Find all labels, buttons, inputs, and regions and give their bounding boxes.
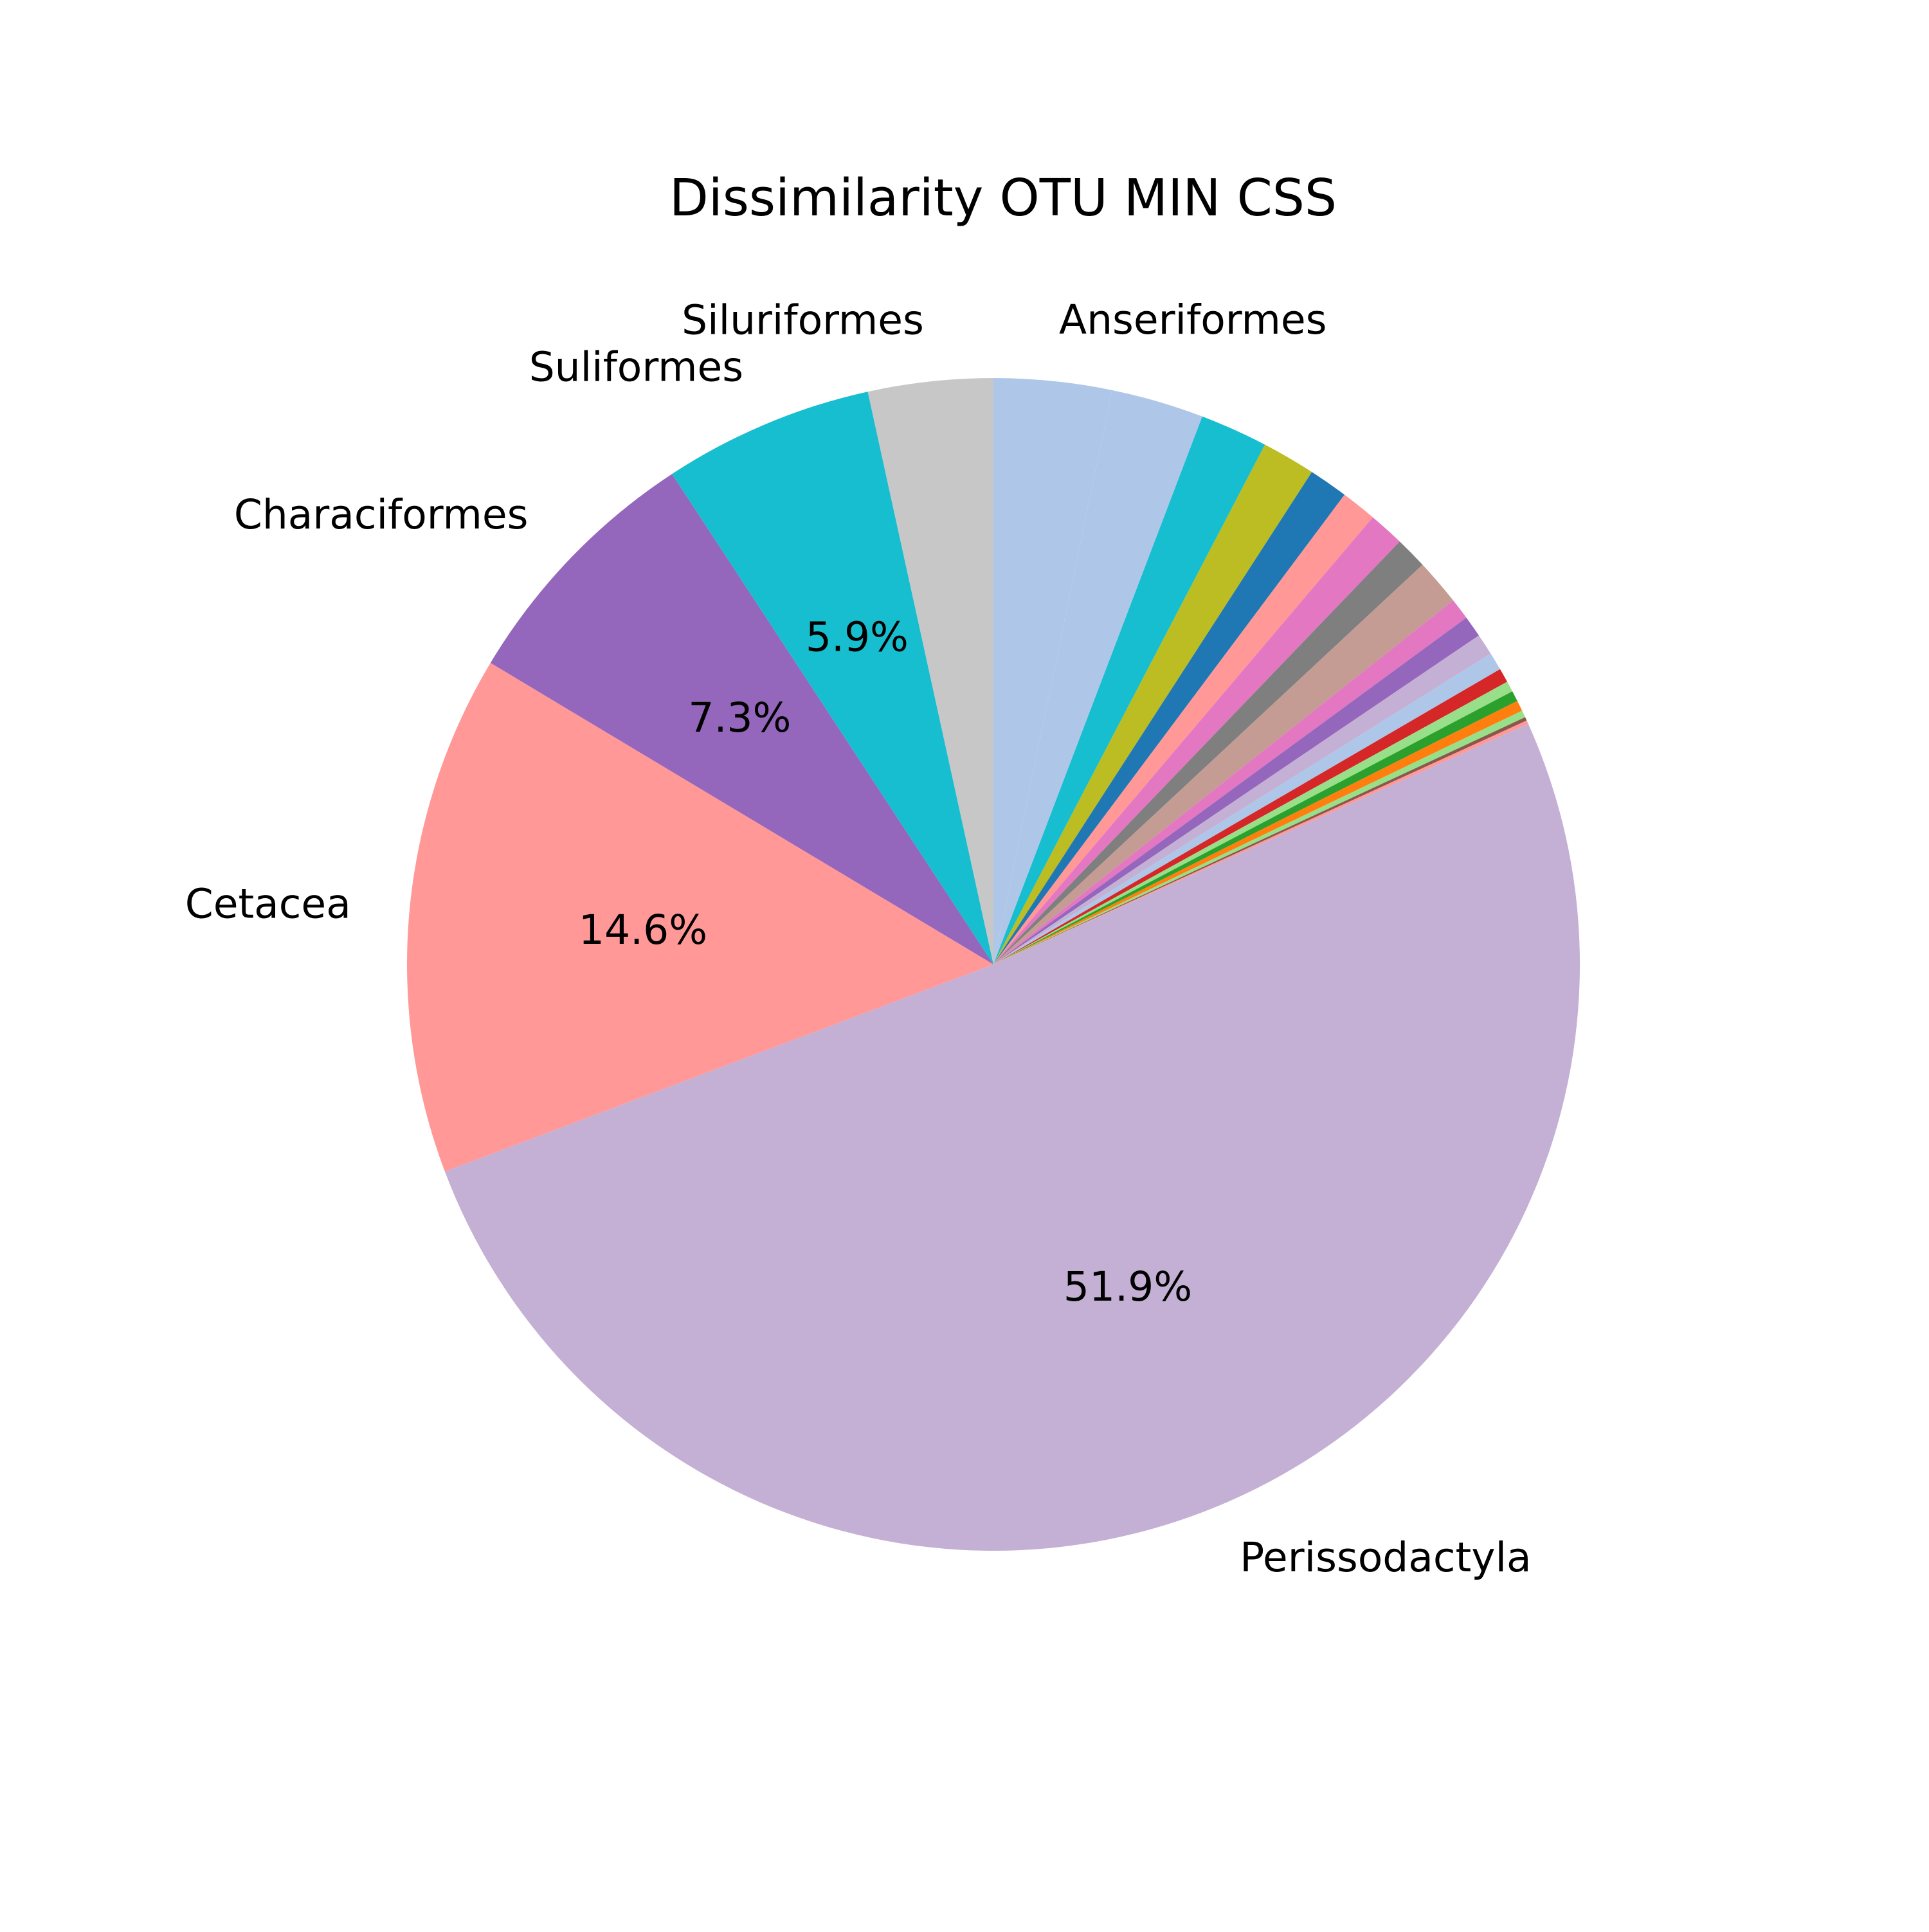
pie-slice-characiformes (490, 474, 993, 964)
pie-slice-16 (993, 691, 1517, 964)
slice-label-siluriformes: Siluriformes (682, 297, 924, 344)
pie-slice-3 (993, 416, 1265, 964)
pie-labels: Anseriformes Perissodactyla 51.9% Cetacea 14… (185, 296, 1532, 1581)
pie-slice-9 (993, 564, 1454, 964)
pie-slices (407, 378, 1580, 1551)
pie-slice-15 (993, 682, 1513, 964)
pie-slice-4 (993, 444, 1312, 964)
slice-label-perissodactyla: Perissodactyla (1240, 1534, 1531, 1581)
pie-slice-2 (993, 390, 1202, 964)
slice-percent-perissodactyla: 51.9% (1064, 1263, 1192, 1310)
pie-slice-20 (993, 720, 1528, 964)
pie-slice-8 (993, 541, 1423, 964)
pie-slice-6 (993, 494, 1373, 964)
pie-slice-19 (993, 717, 1527, 964)
slice-label-anseriformes: Anseriformes (1059, 296, 1327, 343)
pie-slice-13 (993, 653, 1500, 964)
slice-label-suliformes: Suliformes (529, 343, 743, 390)
pie-slice-10 (993, 600, 1467, 964)
pie-slice-18 (993, 710, 1526, 964)
pie-slice-perissodactyla (444, 723, 1580, 1551)
chart-title: Dissimilarity OTU MIN CSS (669, 168, 1337, 228)
slice-percent-cetacea: 14.6% (579, 907, 707, 953)
slice-label-cetacea: Cetacea (185, 880, 351, 927)
pie-slice-suliformes (672, 392, 993, 964)
pie-slice-11 (993, 617, 1479, 964)
slice-percent-characiformes: 7.3% (688, 694, 791, 741)
pie-slice-17 (993, 701, 1523, 964)
pie-slice-12 (993, 635, 1491, 964)
slice-label-characiformes: Characiformes (234, 491, 529, 538)
slice-percent-suliformes: 5.9% (806, 614, 909, 661)
pie-slice-7 (993, 517, 1400, 964)
pie-slice-siluriformes (867, 378, 993, 964)
pie-slice-anseriformes (993, 378, 1112, 964)
pie-slice-5 (993, 472, 1345, 964)
pie-slice-14 (993, 669, 1508, 964)
pie-slice-cetacea (407, 663, 993, 1172)
